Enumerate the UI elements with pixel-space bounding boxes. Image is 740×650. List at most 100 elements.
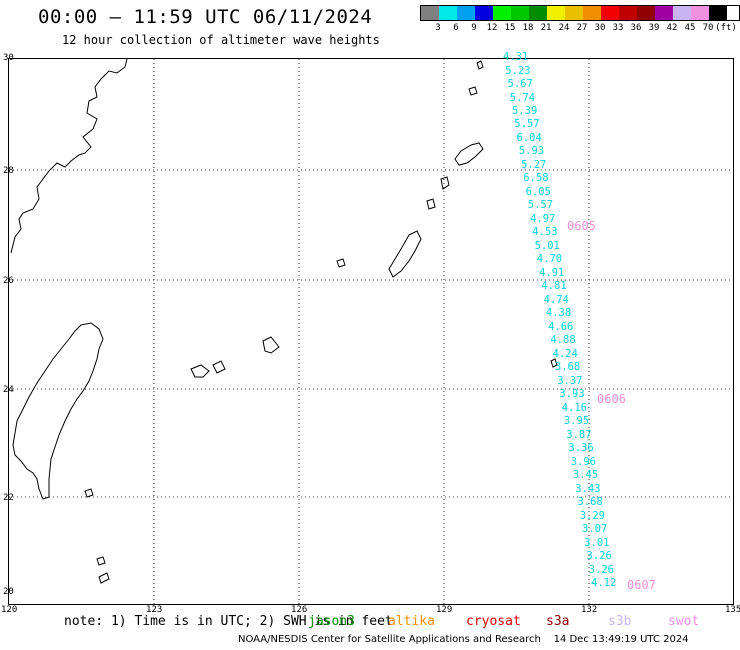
track-day-label: 0605 (567, 219, 596, 233)
colorbar-label: 27 (576, 23, 588, 33)
swh-value-label: 6.04 (516, 131, 542, 144)
longitude-label: 123 (146, 605, 163, 615)
map-title: 00:00 — 11:59 UTC 06/11/2024 (38, 6, 373, 28)
china-coastline (10, 59, 128, 254)
colorbar-label: 15 (504, 23, 516, 33)
satellite-legend-item: s3b (608, 614, 632, 629)
swh-value-label: 4.81 (541, 280, 567, 293)
colorbar-swatch (493, 6, 511, 20)
latitude-label: 22 (3, 493, 14, 503)
colorbar-swatch (583, 6, 601, 20)
longitude-label: 126 (291, 605, 308, 615)
swh-value-label: 4.38 (545, 307, 572, 320)
ishigaki-island (190, 364, 210, 378)
swh-value-label: 4.88 (550, 334, 576, 347)
colorbar-swatch (691, 6, 709, 20)
swh-value-label: 3.26 (586, 550, 612, 562)
longitude-label: 120 (1, 605, 18, 615)
swh-value-label: 5.74 (509, 91, 536, 104)
map-canvas (9, 59, 733, 604)
map-subtitle: 12 hour collection of altimeter wave hei… (62, 33, 380, 47)
swh-value-label: 3.87 (566, 428, 592, 441)
latitude-label: 28 (3, 166, 14, 176)
swh-value-label: 5.23 (505, 64, 531, 77)
small-island-1 (336, 258, 346, 268)
colorbar-swatch (547, 6, 565, 20)
small-island-4 (476, 60, 484, 70)
colorbar-label: 9 (471, 23, 477, 33)
colorbar-swatch (565, 6, 583, 20)
colorbar-swatch (421, 6, 439, 20)
colorbar-label: 3 (435, 23, 441, 33)
swh-value-label: 4.53 (532, 226, 558, 239)
latitude-label: 26 (3, 276, 14, 286)
colorbar-legend: 3 6 9 12 15 18 21 24 27 30 33 36 39 42 45 70 (ft) (420, 5, 740, 35)
satellite-legend-item: s3a (546, 614, 570, 629)
swh-value-label: 4.97 (530, 212, 556, 225)
longitude-label: 135 (725, 605, 740, 615)
swh-value-label: 4.70 (536, 253, 563, 266)
colorbar-label: 45 (684, 23, 696, 33)
longitude-label: 132 (581, 605, 598, 615)
latitude-label: 24 (3, 385, 14, 395)
colorbar-swatch (457, 6, 475, 20)
colorbar-swatch (619, 6, 637, 20)
swh-value-label: 3.45 (572, 469, 599, 482)
colorbar-label: 30 (594, 23, 606, 33)
amami-island (454, 142, 484, 166)
map-gridlines (9, 59, 733, 604)
swh-value-label: 4.66 (548, 320, 574, 333)
swh-value-label: 3.07 (582, 523, 608, 536)
swh-value-label: 5.57 (527, 199, 554, 212)
small-island-2 (96, 556, 106, 566)
small-island-7 (550, 358, 558, 368)
colorbar-label: 70 (702, 23, 714, 33)
small-island-3 (98, 572, 110, 584)
colorbar-label: 33 (612, 23, 624, 33)
swh-value-label: 3.68 (554, 361, 581, 374)
swh-value-label: 4.74 (543, 293, 569, 306)
footer-credit: NOAA/NESDIS Center for Satellite Applica… (238, 634, 689, 645)
small-island-8 (84, 488, 94, 498)
iriomote-island (212, 360, 226, 374)
track-day-label: 0606 (597, 392, 626, 406)
colorbar-swatch (529, 6, 547, 20)
swh-value-label: 3.29 (579, 509, 605, 522)
colorbar-swatch (637, 6, 655, 20)
colorbar-swatch (475, 6, 493, 20)
taiwan-coastline (12, 322, 104, 500)
colorbar-label: 36 (630, 23, 642, 33)
swh-value-label: 5.01 (534, 239, 560, 252)
swh-value-label: 3.37 (557, 374, 583, 387)
swh-value-label: 3.93 (559, 388, 585, 401)
colorbar-swatch (709, 6, 727, 20)
swh-value-label: 3.95 (563, 415, 590, 428)
yakushima-island (440, 176, 450, 190)
small-island-5 (468, 86, 478, 96)
colorbar-swatch (673, 6, 691, 20)
swh-value-label: 4.12 (591, 577, 617, 589)
swh-value-label: 5.27 (521, 158, 547, 171)
map-plot-area: 120 123 126 129 132 135 30 28 26 24 22 20 4.31 5.23… (1, 51, 740, 615)
miyako-island (262, 336, 280, 354)
latitude-label: 30 (3, 53, 14, 63)
swh-value-label: 4.91 (539, 266, 565, 279)
latitude-label: 20 (3, 587, 14, 597)
credit-agency: NOAA/NESDIS Center for Satellite Applica… (238, 634, 541, 645)
colorbar-swatch (655, 6, 673, 20)
swh-value-label: 5.57 (514, 118, 540, 131)
colorbar-swatch (439, 6, 457, 20)
swh-value-label: 5.39 (512, 104, 538, 117)
track-day-label: 0607 (627, 578, 656, 592)
ryukyu-okinawa-island (388, 230, 422, 278)
swh-value-label: 3.36 (568, 442, 594, 455)
satellite-legend-item: altika (388, 614, 435, 629)
swh-value-label: 5.67 (507, 78, 533, 90)
swh-value-label: 3.96 (570, 455, 596, 468)
colorbar-label: 24 (558, 23, 570, 33)
swh-value-label: 6.58 (523, 172, 549, 185)
satellite-legend-item: swot (668, 614, 700, 629)
colorbar-label: 12 (486, 23, 498, 33)
small-island-6 (426, 198, 436, 210)
swh-value-label: 3.43 (575, 482, 601, 495)
